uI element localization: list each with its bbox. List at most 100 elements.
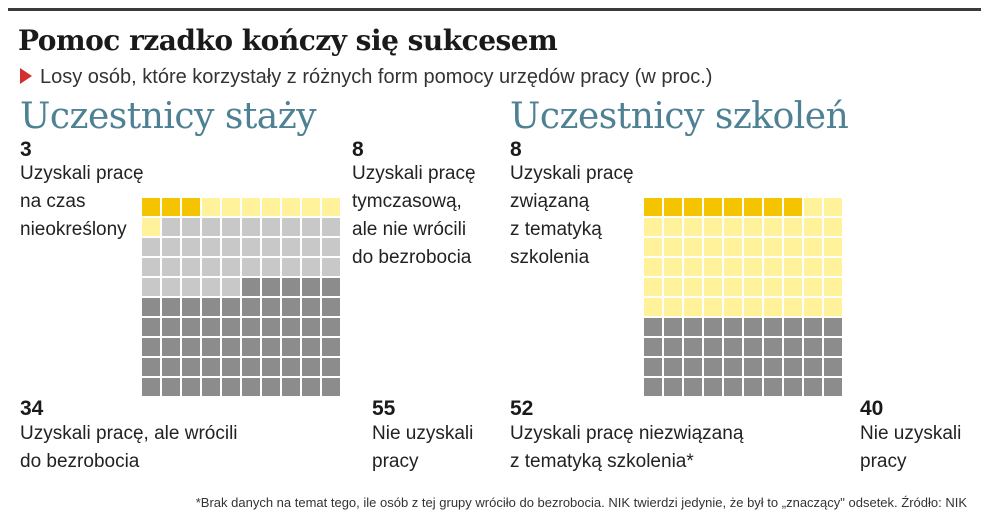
waffle-cell [804,378,822,396]
waffle-cell [202,278,220,296]
waffle-cell [664,238,682,256]
waffle-cell [142,238,160,256]
waffle-cell [302,338,320,356]
waffle-cell [322,278,340,296]
szkolenia-label-unrelated: Uzyskali pracę niezwiązaną z tematyką sz… [510,423,744,472]
waffle-cell [182,198,200,216]
waffle-cell [744,198,762,216]
waffle-cell [162,238,180,256]
waffle-cell [824,358,842,376]
waffle-cell [302,378,320,396]
waffle-cell [302,238,320,256]
waffle-cell [282,378,300,396]
waffle-cell [162,378,180,396]
waffle-cell [664,218,682,236]
waffle-cell [302,298,320,316]
waffle-cell [322,298,340,316]
waffle-cell [142,298,160,316]
waffle-cell [824,278,842,296]
waffle-cell [824,338,842,356]
waffle-cell [784,358,802,376]
waffle-cell [182,258,200,276]
waffle-cell [704,338,722,356]
waffle-cell [202,378,220,396]
waffle-cell [724,338,742,356]
staze-value-no-job: 55 [372,397,396,420]
waffle-cell [784,238,802,256]
waffle-cell [664,258,682,276]
waffle-cell [724,258,742,276]
waffle-cell [182,298,200,316]
waffle-cell [744,258,762,276]
waffle-cell [664,358,682,376]
waffle-cell [222,298,240,316]
waffle-cell [664,318,682,336]
waffle-cell [182,338,200,356]
section-title-szkolenia: Uczestnicy szkoleń [510,96,849,137]
staze-label-permanent: Uzyskali pracę na czas nieokreślony [20,163,144,240]
waffle-cell [162,218,180,236]
waffle-cell [162,338,180,356]
waffle-cell [664,198,682,216]
waffle-cell [262,338,280,356]
waffle-cell [262,358,280,376]
waffle-cell [222,238,240,256]
waffle-cell [242,218,260,236]
waffle-cell [282,198,300,216]
waffle-cell [302,278,320,296]
waffle-cell [764,298,782,316]
waffle-cell [764,258,782,276]
waffle-cell [724,198,742,216]
waffle-cell [242,378,260,396]
waffle-cell [764,238,782,256]
waffle-cell [784,338,802,356]
waffle-cell [182,318,200,336]
szkolenia-label-related: Uzyskali pracę związaną z tematyką szkol… [510,163,634,268]
waffle-cell [222,218,240,236]
staze-value-returned: 34 [20,397,44,420]
waffle-cell [262,258,280,276]
waffle-cell [784,318,802,336]
waffle-cell [644,318,662,336]
waffle-cell [242,198,260,216]
footnote: *Brak danych na temat tego, ile osób z t… [195,495,967,510]
waffle-cell [162,278,180,296]
waffle-cell [262,378,280,396]
waffle-cell [664,278,682,296]
waffle-cell [142,318,160,336]
waffle-cell [724,378,742,396]
waffle-cell [744,298,762,316]
waffle-cell [322,318,340,336]
waffle-cell [704,318,722,336]
waffle-cell [282,218,300,236]
waffle-cell [162,298,180,316]
waffle-cell [684,258,702,276]
waffle-cell [804,298,822,316]
waffle-cell [322,198,340,216]
waffle-cell [744,238,762,256]
waffle-cell [824,258,842,276]
waffle-cell [644,218,662,236]
waffle-cell [744,318,762,336]
waffle-cell [724,238,742,256]
waffle-cell [764,278,782,296]
waffle-cell [302,258,320,276]
waffle-cell [262,218,280,236]
waffle-cell [824,198,842,216]
waffle-cell [704,258,722,276]
waffle-cell [182,358,200,376]
section-title-staze: Uczestnicy staży [20,96,317,137]
waffle-cell [242,318,260,336]
waffle-cell [162,258,180,276]
szkolenia-value-no-job: 40 [860,397,884,420]
waffle-cell [744,218,762,236]
waffle-cell [142,218,160,236]
waffle-cell [322,378,340,396]
waffle-cell [744,278,762,296]
waffle-cell [202,338,220,356]
waffle-cell [302,318,320,336]
szkolenia-value-unrelated: 52 [510,397,534,420]
waffle-cell [744,378,762,396]
waffle-cell [282,338,300,356]
waffle-cell [804,338,822,356]
